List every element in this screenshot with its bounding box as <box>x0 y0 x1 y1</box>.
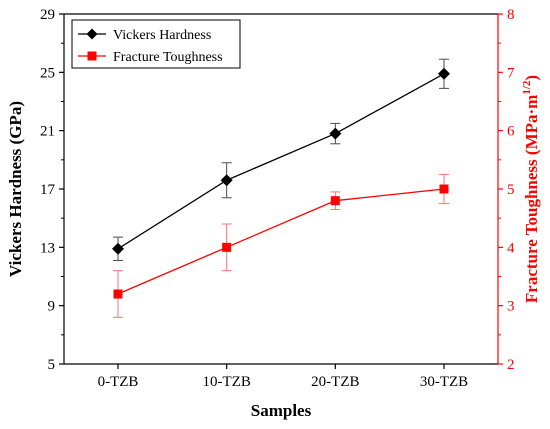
data-point-marker <box>438 67 450 80</box>
data-point-marker <box>113 289 123 299</box>
right-y-tick-label: 4 <box>507 240 515 256</box>
right-y-tick-label: 3 <box>507 299 515 315</box>
x-tick-label: 30-TZB <box>420 374 468 390</box>
series-line <box>117 73 445 250</box>
right-y-axis-title: Fracture Toughness (MPa·m1/2) <box>521 75 541 303</box>
series-1 <box>112 58 450 261</box>
right-y-axis-title-suffix: ) <box>522 75 541 81</box>
x-tick-label: 0-TZB <box>98 374 139 390</box>
data-point-marker <box>329 127 342 140</box>
left-y-tick-label: 5 <box>48 357 56 373</box>
legend-box <box>71 19 241 69</box>
series-2 <box>113 173 449 318</box>
legend-marker <box>86 28 98 40</box>
x-axis-title: Samples <box>251 401 312 420</box>
legend-label: Fracture Toughness <box>113 50 223 65</box>
legend-marker <box>87 51 97 61</box>
right-y-axis-title-main: Fracture Toughness (MPa·m <box>522 95 541 303</box>
left-y-tick-label: 25 <box>40 65 55 81</box>
data-point-marker <box>330 196 340 206</box>
left-y-tick-label: 21 <box>40 124 55 140</box>
right-y-tick-label: 2 <box>507 357 515 373</box>
right-y-tick-label: 5 <box>507 182 515 198</box>
series-line <box>117 188 445 295</box>
data-point-marker <box>222 242 232 252</box>
series-layer <box>112 58 450 318</box>
axes-layer: 5 9 13 17 21 25 29 2 3 4 5 6 7 8 0-TZB 10-TZB 20-TZB 30-T… <box>40 7 515 390</box>
right-y-tick-label: 6 <box>507 124 515 140</box>
right-y-tick-label: 7 <box>507 65 515 81</box>
left-y-tick-label: 29 <box>40 7 55 23</box>
left-y-tick-label: 9 <box>48 299 56 315</box>
data-point-marker <box>220 174 233 187</box>
data-point-marker <box>112 242 124 255</box>
x-tick-label: 10-TZB <box>203 374 251 390</box>
right-y-tick-label: 8 <box>507 7 515 23</box>
left-y-tick-label: 17 <box>40 182 56 198</box>
x-tick-label: 20-TZB <box>311 374 359 390</box>
legend: Vickers Hardness Fracture Toughness <box>71 19 241 69</box>
data-point-marker <box>439 184 449 194</box>
left-y-tick-label: 13 <box>40 240 55 256</box>
legend-label: Vickers Hardness <box>113 28 211 43</box>
left-y-axis-title: Vickers Hardness (GPa) <box>6 101 25 277</box>
right-y-axis-title-superscript: 1/2 <box>521 80 533 95</box>
